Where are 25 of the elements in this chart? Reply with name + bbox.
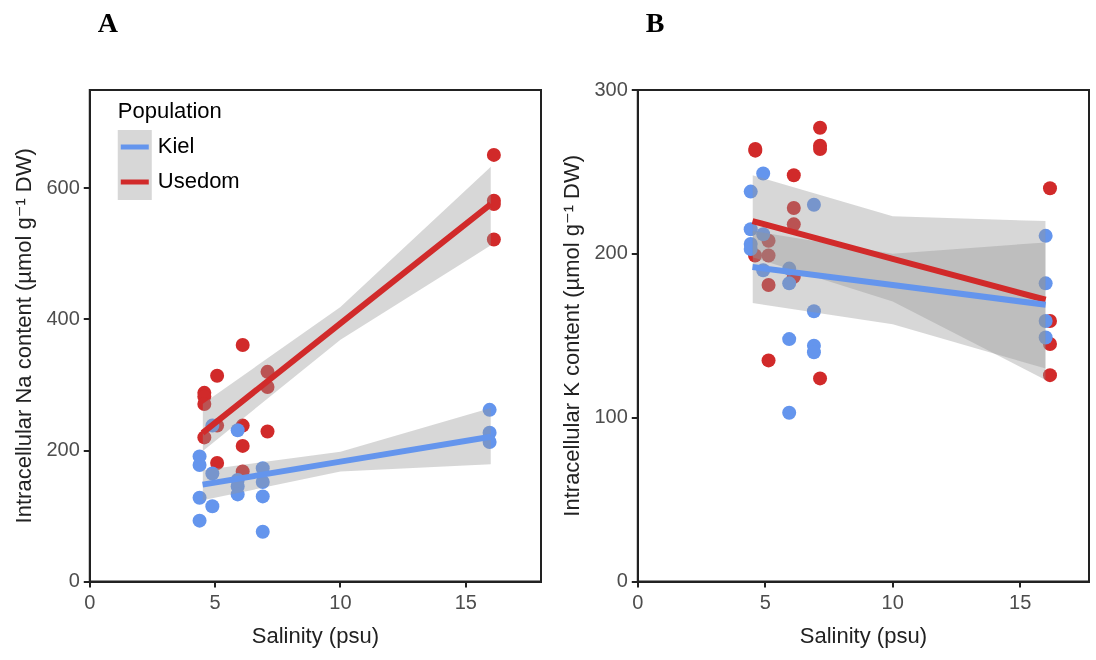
x-tick-label: 0 <box>84 591 96 614</box>
y-tick-label: 200 <box>46 438 80 461</box>
x-axis-title: Salinity (psu) <box>251 622 379 648</box>
y-axis-title: Intracellular Na content (µmol g⁻¹ DW) <box>11 148 37 524</box>
y-tick-label: 400 <box>46 306 80 329</box>
y-tick-label: 0 <box>616 569 628 592</box>
x-tick-label: 15 <box>454 591 477 614</box>
y-tick-label: 300 <box>594 77 628 100</box>
chart-title: B <box>645 7 665 39</box>
y-tick-label: 200 <box>594 241 628 264</box>
x-tick-label: 15 <box>1009 591 1032 614</box>
y-axis-title: Intracellular K content (µmol g⁻¹ DW) <box>559 154 585 517</box>
y-tick-label: 100 <box>594 405 628 428</box>
x-tick-label: 5 <box>209 591 221 614</box>
x-tick-label: 0 <box>632 591 644 614</box>
y-tick-label: 0 <box>68 569 80 592</box>
chart-title: A <box>97 7 119 39</box>
legend-label: Kiel <box>157 133 195 159</box>
legend-title: Population <box>117 98 222 124</box>
x-axis-title: Salinity (psu) <box>799 622 927 648</box>
x-tick-label: 10 <box>881 591 904 614</box>
y-tick-label: 600 <box>46 175 80 198</box>
legend-label: Usedom <box>157 168 240 194</box>
x-tick-label: 10 <box>329 591 352 614</box>
x-tick-label: 5 <box>759 591 771 614</box>
